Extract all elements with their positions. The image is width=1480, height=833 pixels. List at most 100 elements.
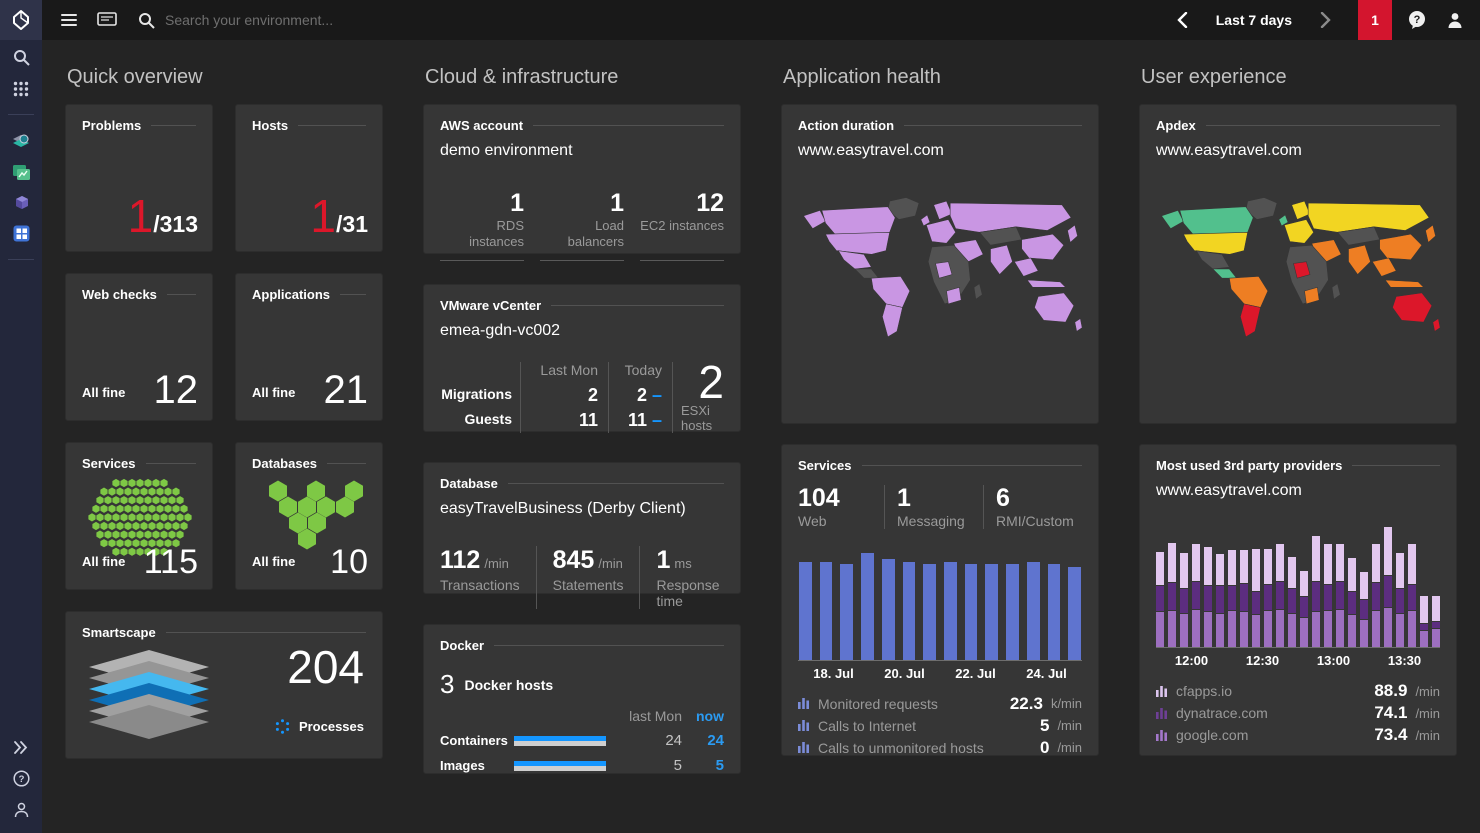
services-count: 115 [143, 543, 198, 581]
tile-databases[interactable]: Databases All fine 10 [235, 442, 383, 590]
tile-applications[interactable]: Applications All fine 21 [235, 273, 383, 421]
sidebar-dashboards-icon[interactable] [0, 218, 42, 249]
section-title: Application health [783, 66, 941, 88]
tile-hosts[interactable]: Hosts 1 /31 [235, 104, 383, 252]
dynatrace-logo[interactable] [0, 0, 42, 40]
svc-stat-web: 104 Web [798, 484, 840, 529]
help-icon[interactable]: ? [1398, 0, 1436, 40]
problems-open-count: 1 [127, 190, 154, 242]
tile-title: Services [82, 456, 136, 471]
tile-title: Hosts [252, 118, 289, 133]
sidebar-hosts-icon[interactable] [0, 156, 42, 187]
column-quick-overview: Quick overview Problems 1 /313 Hosts 1 [65, 40, 383, 833]
aws-stat-rds: 1 RDS instances [440, 189, 524, 261]
section-title: User experience [1141, 66, 1287, 88]
tile-docker[interactable]: Docker 3 Docker hosts last Mon now Conta… [423, 624, 741, 774]
vcenter-name: emea-gdn-vc002 [440, 322, 561, 339]
providers-stacked-bar-chart [1156, 526, 1440, 648]
images-bar [514, 760, 620, 771]
applications-count: 21 [323, 368, 369, 412]
tile-action-duration[interactable]: Action duration www.easytravel.com [781, 104, 1099, 424]
sidebar-apps-icon[interactable] [0, 73, 42, 104]
trend-flat-icon: – [651, 410, 662, 431]
tile-title: Applications [252, 287, 331, 302]
sidebar-divider [8, 259, 34, 260]
trend-flat-icon: – [651, 385, 662, 406]
dynatrace-logo-icon [13, 10, 29, 30]
metric-row[interactable]: Monitored requests 22.3 k/min [798, 693, 1082, 715]
sidebar-expand-icon[interactable] [0, 732, 42, 763]
search-input[interactable] [165, 12, 505, 28]
status-text: All fine [82, 554, 126, 569]
column-application-health: Application health Action duration www.e… [781, 40, 1099, 833]
tile-database[interactable]: Database easyTravelBusiness (Derby Clien… [423, 462, 741, 609]
sidebar-help-icon[interactable]: ? [0, 763, 42, 794]
tile-title: Most used 3rd party providers [1156, 458, 1343, 473]
search-icon[interactable] [138, 12, 155, 29]
tile-title: Database [440, 476, 498, 491]
metric-row[interactable]: Calls to unmonitored hosts 0 /min [798, 737, 1082, 759]
tile-smartscape[interactable]: Smartscape 204 Processes [65, 611, 383, 759]
status-text: All fine [82, 385, 126, 400]
application-name: www.easytravel.com [1156, 482, 1302, 499]
status-text: All fine [252, 554, 296, 569]
tile-title: Docker [440, 638, 485, 653]
tile-vmware-vcenter[interactable]: VMware vCenter emea-gdn-vc002 Last Mon T… [423, 284, 741, 434]
tile-title: Action duration [798, 118, 895, 133]
databases-hex-cluster [264, 479, 368, 558]
timeframe-prev-icon[interactable] [1164, 0, 1202, 40]
vmware-table: Last Mon Today 2 ESXi hosts Migrations 2… [441, 356, 724, 434]
mini-bar-chart-icon [1156, 707, 1167, 719]
menu-icon[interactable] [50, 0, 88, 40]
metric-row[interactable]: Calls to Internet 5 /min [798, 715, 1082, 737]
svg-text:?: ? [1414, 14, 1421, 26]
tile-services[interactable]: Services All fine 115 [65, 442, 213, 590]
mini-bar-chart-icon [1156, 729, 1167, 741]
tile-title: Web checks [82, 287, 157, 302]
sidebar-user-icon[interactable] [0, 794, 42, 825]
tile-web-checks[interactable]: Web checks All fine 12 [65, 273, 213, 421]
application-name: www.easytravel.com [1156, 142, 1302, 159]
providers-chart-x-axis: 12:00 12:30 13:00 13:30 [1174, 653, 1422, 668]
section-title: Quick overview [67, 66, 203, 88]
services-bar-chart [798, 543, 1082, 661]
sidebar-divider [8, 114, 34, 115]
metric-row[interactable]: dynatrace.com 74.1 /min [1156, 702, 1440, 724]
sidebar-services-icon[interactable] [0, 187, 42, 218]
tile-problems[interactable]: Problems 1 /313 [65, 104, 213, 252]
problems-total: /313 [153, 211, 198, 237]
user-icon[interactable] [1436, 0, 1474, 40]
processes-label: Processes [298, 719, 364, 734]
presentation-icon[interactable] [88, 0, 126, 40]
problems-badge[interactable]: 1 [1358, 0, 1392, 40]
mini-bar-chart-icon [1156, 685, 1167, 697]
sidebar-smartscape-icon[interactable] [0, 125, 42, 156]
environment-search [138, 12, 1164, 29]
tile-title: Smartscape [82, 625, 156, 640]
mini-bar-chart-icon [798, 720, 809, 731]
timeframe-label[interactable]: Last 7 days [1215, 12, 1292, 28]
status-text: All fine [252, 385, 296, 400]
aws-stat-load-balancers: 1 Load balancers [540, 189, 624, 261]
metric-row[interactable]: cfapps.io 88.9 /min [1156, 680, 1440, 702]
tile-services-health[interactable]: Services 104 Web 1 Messaging 6 RMI/Custo… [781, 444, 1099, 759]
hosts-problem-count: 1 [310, 190, 337, 242]
column-user-experience: User experience Apdex www.easytravel.com… [1139, 40, 1457, 833]
tile-aws-account[interactable]: AWS account demo environment 1 RDS insta… [423, 104, 741, 261]
mini-bar-chart-icon [798, 742, 809, 753]
metric-row[interactable]: google.com 73.4 /min [1156, 724, 1440, 746]
sidebar-search-icon[interactable] [0, 42, 42, 73]
mini-bar-chart-icon [798, 698, 809, 709]
sidebar: ? [0, 40, 42, 833]
timeframe-next-icon[interactable] [1306, 0, 1344, 40]
services-metrics-list: Monitored requests 22.3 k/min Calls to I… [798, 693, 1082, 759]
services-hex-cluster [88, 477, 196, 564]
tile-third-party-providers[interactable]: Most used 3rd party providers www.easytr… [1139, 444, 1457, 756]
tile-title: VMware vCenter [440, 298, 542, 313]
tile-apdex[interactable]: Apdex www.easytravel.com [1139, 104, 1457, 424]
tile-title: Apdex [1156, 118, 1196, 133]
svc-stat-messaging: 1 Messaging [884, 484, 983, 529]
tile-title: Problems [82, 118, 142, 133]
topbar-right: Last 7 days 1 ? [1164, 0, 1480, 40]
section-title: Cloud & infrastructure [425, 66, 619, 88]
